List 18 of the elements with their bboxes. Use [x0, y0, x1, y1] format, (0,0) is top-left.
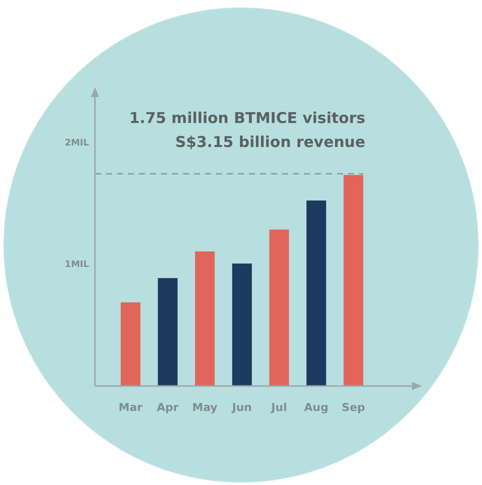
x-tick-label: May [192, 401, 218, 414]
annotation: S$3.15 billion revenue [175, 133, 366, 151]
annotation: 1.75 million BTMICE visitors [129, 109, 366, 127]
bar [232, 264, 252, 386]
bar [344, 175, 364, 386]
x-tick-label: Jun [231, 401, 252, 414]
x-tick-label: Jul [270, 401, 287, 414]
bar [158, 278, 178, 386]
x-tick-label: Sep [342, 401, 366, 414]
x-tick-label: Aug [304, 401, 328, 414]
bar [269, 230, 289, 386]
y-tick-label: 1MIL [64, 260, 90, 270]
x-tick-label: Apr [156, 401, 180, 414]
bar [195, 251, 215, 386]
bar [120, 302, 140, 386]
x-tick-label: Mar [118, 401, 144, 414]
bar [306, 200, 326, 386]
y-tick-label: 2MIL [64, 138, 90, 148]
